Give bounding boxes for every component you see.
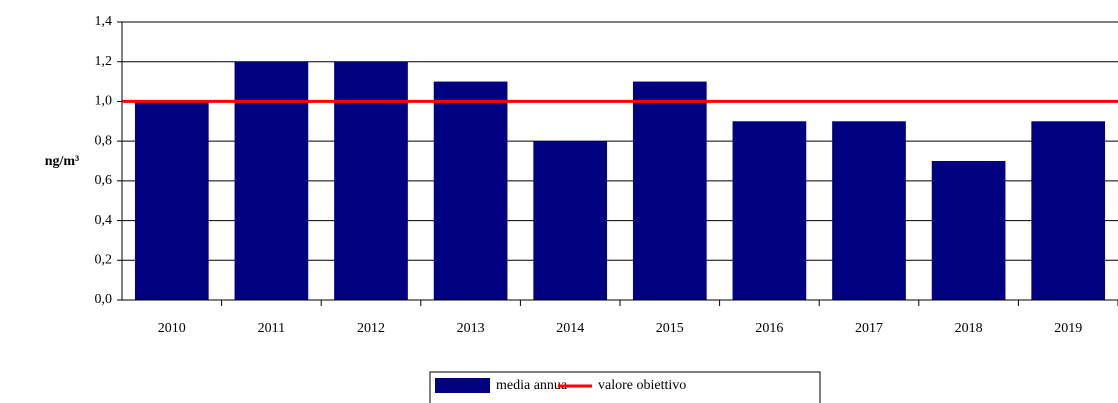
- y-tick-label: 1,0: [95, 94, 113, 109]
- bar: [334, 61, 408, 300]
- bar: [732, 121, 807, 301]
- y-tick-label: 0,4: [95, 213, 113, 228]
- y-tick-label: 0,0: [95, 292, 113, 307]
- y-tick-label: 0,2: [95, 253, 113, 268]
- x-tick-label: 2011: [258, 321, 285, 336]
- y-tick-label: 0,6: [95, 173, 113, 188]
- x-tick-label: 2012: [357, 321, 385, 336]
- x-tick-label: 2017: [855, 321, 883, 336]
- legend-label: valore obiettivo: [598, 378, 686, 393]
- bar: [433, 81, 508, 300]
- bar: [832, 121, 906, 301]
- y-axis-label: ng/m³: [45, 154, 80, 169]
- bar: [1031, 121, 1106, 301]
- x-tick-label: 2018: [955, 321, 983, 336]
- x-tick-label: 2010: [158, 321, 186, 336]
- legend-swatch: [435, 378, 490, 393]
- bar: [134, 101, 209, 300]
- bar: [931, 161, 1006, 300]
- y-tick-label: 0,8: [95, 133, 113, 148]
- bar: [234, 61, 309, 300]
- x-tick-label: 2019: [1054, 321, 1082, 336]
- x-tick-label: 2015: [656, 321, 684, 336]
- x-tick-label: 2016: [755, 321, 783, 336]
- legend-label: media annua: [496, 378, 568, 393]
- y-tick-label: 1,2: [95, 54, 113, 69]
- legend-box: [429, 371, 821, 403]
- x-tick-label: 2014: [556, 321, 584, 336]
- bar: [632, 81, 707, 300]
- y-tick-label: 1,4: [95, 14, 113, 29]
- bar: [533, 141, 608, 300]
- x-tick-label: 2013: [457, 321, 485, 336]
